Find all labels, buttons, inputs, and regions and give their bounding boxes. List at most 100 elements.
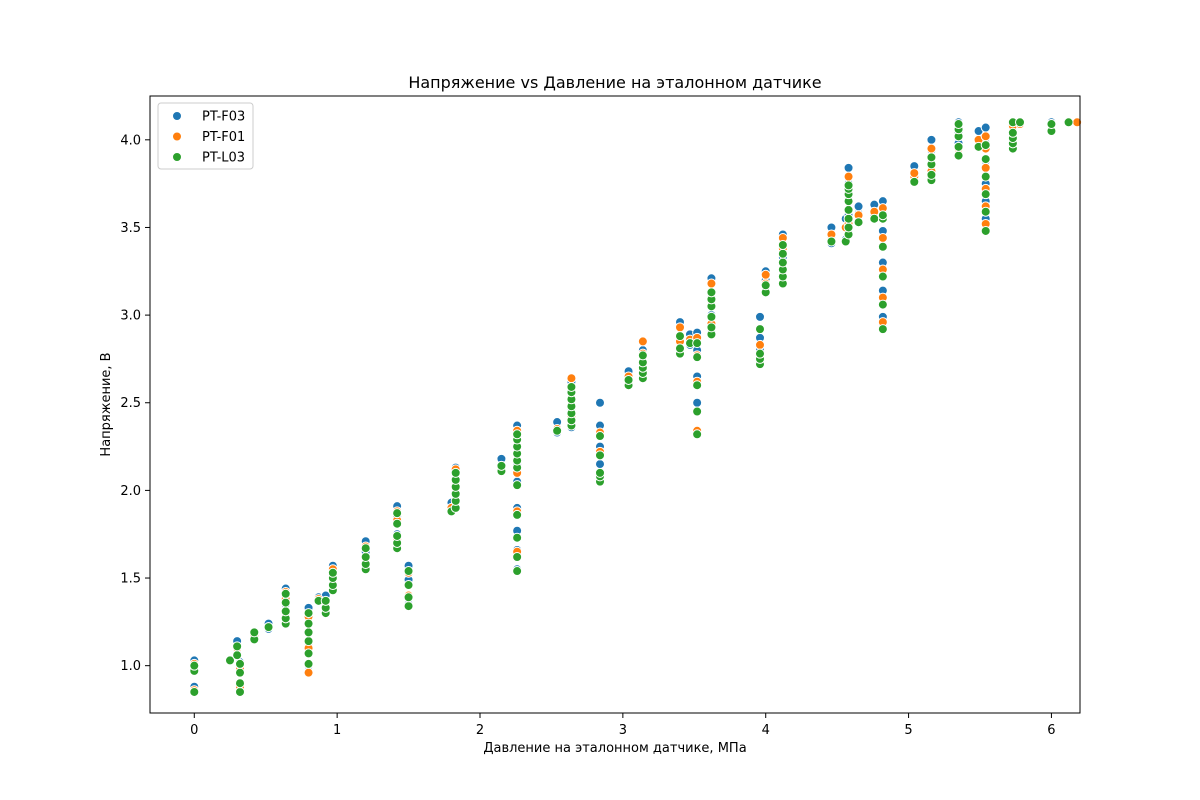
data-point [980,122,991,133]
data-point [909,176,920,187]
data-point [403,592,414,603]
data-point [263,622,274,633]
data-point [225,655,235,666]
data-point [280,588,291,599]
x-tick-label: 2 [476,723,484,738]
data-point [512,429,523,440]
data-point [926,143,937,154]
data-point [249,627,260,638]
data-point [189,686,200,697]
data-point [692,380,703,391]
data-point [843,204,854,215]
data-point [512,532,523,543]
data-point [877,299,888,310]
data-point [303,636,314,647]
data-point [853,201,864,212]
data-point [706,278,717,289]
data-point [595,431,605,442]
data-point [877,232,888,243]
data-point [496,460,507,471]
data-point [403,601,414,612]
data-point [675,331,685,342]
x-axis-ticks: 0 1 2 3 4 5 6 [190,713,1056,738]
y-tick-label: 4.0 [120,133,141,148]
data-point [755,339,765,350]
data-point [280,606,291,617]
x-tick-label: 6 [1047,723,1055,738]
legend-marker [172,131,182,142]
data-point [953,150,964,161]
data-point [926,134,937,145]
data-point [392,518,403,529]
data-point [755,348,765,359]
data-point [403,580,414,591]
data-point [755,311,765,322]
data-point [566,381,577,392]
data-point [877,241,888,252]
data-point [303,667,314,678]
data-point [843,180,854,191]
data-point [450,467,461,478]
data-point [595,397,605,408]
data-point [566,373,577,384]
data-point [595,467,605,478]
y-tick-label: 1.5 [120,572,141,587]
data-point [692,338,703,349]
x-axis-label: Давление на эталонном датчике, МПа [483,741,746,756]
data-point [980,140,991,151]
y-tick-label: 1.0 [120,659,141,674]
data-point [235,686,245,697]
data-point [777,257,788,268]
data-point [235,678,245,689]
data-point [327,567,338,578]
data-point [826,236,837,247]
data-point [320,595,331,606]
data-point [235,667,245,678]
data-point [926,169,937,180]
data-point [392,530,403,541]
data-point [637,350,648,361]
data-point [909,168,920,179]
data-point [189,660,200,671]
y-tick-label: 3.0 [120,309,141,324]
data-point [360,543,371,554]
data-point [303,648,314,659]
data-point [980,225,991,236]
data-point [980,154,991,165]
data-point [926,152,937,163]
y-axis-ticks: 1.0 1.5 2.0 2.5 3.0 3.5 4.0 [120,133,150,674]
data-point [869,213,880,224]
data-point [1046,119,1057,130]
data-point [303,627,314,638]
data-point [552,425,563,436]
chart-title: Напряжение vs Давление на эталонном датч… [408,73,821,92]
legend-label: PT-L03 [202,151,245,166]
y-axis-label: Напряжение, В [99,352,114,456]
data-point [675,343,685,354]
data-point [980,131,991,142]
data-point [595,450,605,461]
data-point [303,618,314,629]
data-point [980,206,991,217]
data-point [360,552,371,562]
legend-marker [172,152,182,162]
data-point [706,322,717,333]
data-point [692,429,703,440]
legend-label: PT-F01 [202,130,245,145]
data-point [692,397,703,408]
data-point [675,322,685,333]
data-point [843,171,854,182]
data-point [512,509,523,520]
plot-points [189,117,1083,697]
data-point [760,280,771,291]
data-point [692,406,703,417]
data-point [303,608,314,619]
x-tick-label: 5 [904,723,912,738]
data-point [692,352,703,363]
data-point [980,189,991,200]
data-point [953,141,964,152]
legend-label: PT-F03 [202,110,245,125]
legend-marker [172,111,182,121]
data-point [392,508,403,519]
